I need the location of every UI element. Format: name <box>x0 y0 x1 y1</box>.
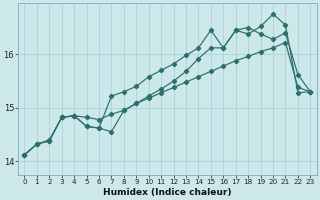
X-axis label: Humidex (Indice chaleur): Humidex (Indice chaleur) <box>103 188 232 197</box>
